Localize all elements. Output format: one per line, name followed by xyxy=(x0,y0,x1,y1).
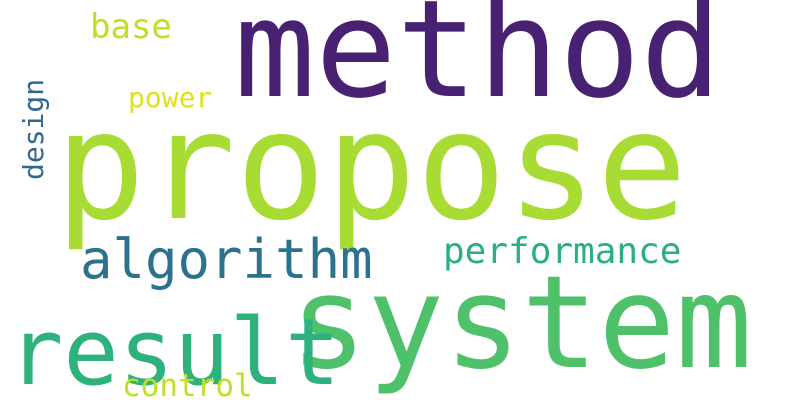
word-system: system xyxy=(290,249,753,398)
word-method: method xyxy=(234,0,722,128)
word-performance: performance xyxy=(443,231,682,272)
word-algorithm: algorithm xyxy=(80,228,373,291)
word-base: base xyxy=(90,7,172,47)
word-power: power xyxy=(128,81,213,114)
word-design: design xyxy=(17,78,50,180)
word-result: result xyxy=(8,299,341,400)
word-propose: propose xyxy=(55,80,688,254)
word-control: control xyxy=(122,368,253,400)
